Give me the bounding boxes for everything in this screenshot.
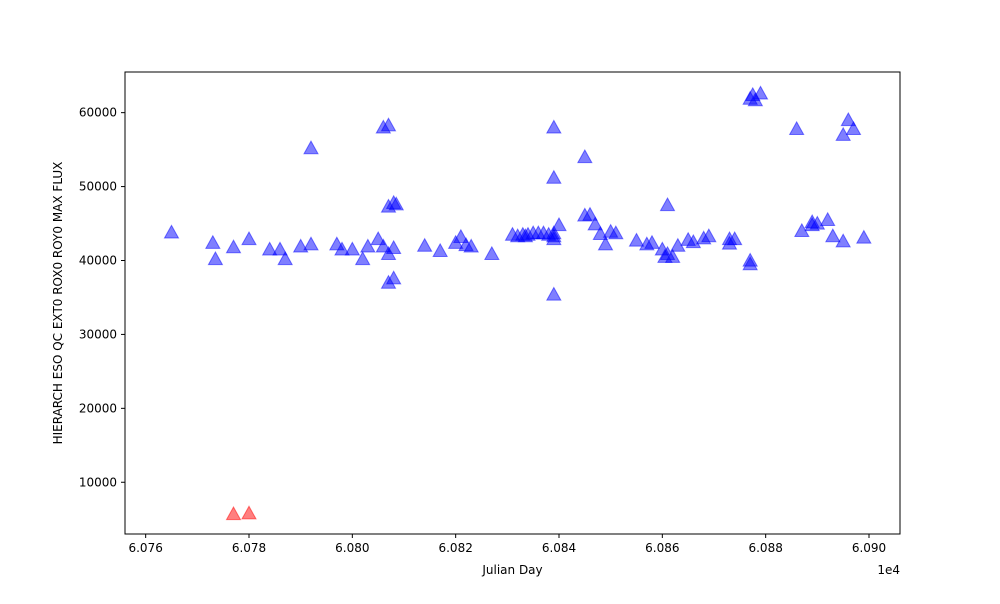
data-point-triangle xyxy=(303,140,319,155)
data-point-triangle xyxy=(752,85,769,100)
data-point-triangle xyxy=(545,286,562,301)
data-point-triangle xyxy=(225,239,242,254)
data-point-triangle xyxy=(576,148,593,164)
data-point-triangle xyxy=(272,241,288,256)
data-point-triangle xyxy=(388,196,405,211)
x-tick-label: 6.078 xyxy=(232,541,266,555)
axis-labels: Julian Day HIERARCH ESO QC EXT0 ROX0 ROY… xyxy=(51,162,900,577)
y-tick-label: 20000 xyxy=(79,401,117,415)
data-point-triangle xyxy=(607,225,624,240)
data-point-triangle xyxy=(303,236,319,251)
data-point-triangle xyxy=(582,206,598,221)
x-axis-offset-label: 1e4 xyxy=(877,563,900,577)
y-tick-label: 60000 xyxy=(79,106,117,120)
x-tick-label: 6.086 xyxy=(645,541,679,555)
data-point-triangle xyxy=(628,232,645,247)
data-point-triangle xyxy=(334,241,350,256)
data-point-triangle xyxy=(432,242,449,257)
y-tick-label: 40000 xyxy=(79,253,117,267)
data-point-triangle xyxy=(664,248,681,263)
data-point-triangle xyxy=(261,241,278,256)
data-point-triangle xyxy=(587,216,604,231)
data-point-triangle xyxy=(241,505,257,520)
data-point-triangle xyxy=(241,231,257,246)
data-point-triangle xyxy=(344,241,361,256)
x-tick-label: 6.088 xyxy=(748,541,782,555)
data-point-triangle xyxy=(835,233,852,248)
x-tick-label: 6.076 xyxy=(128,541,162,555)
data-point-triangle xyxy=(819,211,836,226)
data-point-triangle xyxy=(597,236,614,251)
data-point-triangle xyxy=(354,250,371,266)
data-point-triangle xyxy=(551,216,567,232)
data-point-triangle xyxy=(204,234,221,249)
data-point-triangle xyxy=(545,231,562,246)
y-tick-label: 10000 xyxy=(79,475,117,489)
data-point-triangle xyxy=(277,250,294,266)
y-tick-label: 50000 xyxy=(79,180,117,194)
data-point-triangle xyxy=(809,215,826,230)
x-axis-label: Julian Day xyxy=(481,563,542,577)
data-point-triangle xyxy=(463,238,480,253)
data-point-triangle xyxy=(659,197,676,212)
plot-frame xyxy=(124,71,901,535)
x-tick-label: 6.082 xyxy=(438,541,472,555)
data-point-triangle xyxy=(855,229,872,244)
data-point-triangle xyxy=(726,231,743,246)
data-point-triangle xyxy=(545,119,562,134)
data-point-triangle xyxy=(483,245,500,260)
data-point-triangle xyxy=(700,228,717,243)
data-point-triangle xyxy=(359,238,376,253)
y-axis-label: HIERARCH ESO QC EXT0 ROX0 ROY0 MAX FLUX xyxy=(51,162,65,445)
x-tick-label: 6.084 xyxy=(542,541,576,555)
axes: 6.076 6.078 6.080 6.082 6.084 6.086 6.088 6.090… xyxy=(79,106,886,555)
y-tick-label: 30000 xyxy=(79,327,117,341)
data-point-triangle xyxy=(824,228,841,243)
data-point-triangle xyxy=(452,228,469,243)
data-point-triangle xyxy=(788,120,805,136)
data-points xyxy=(163,85,872,521)
data-point-triangle xyxy=(163,224,180,239)
x-tick-label: 6.090 xyxy=(852,541,886,555)
data-point-triangle xyxy=(685,233,702,249)
data-point-triangle xyxy=(380,117,397,132)
data-point-triangle xyxy=(840,112,857,127)
data-point-triangle xyxy=(385,239,402,255)
data-point-triangle xyxy=(225,506,242,521)
data-point-triangle xyxy=(845,120,862,136)
data-point-triangle xyxy=(416,237,433,252)
data-point-triangle xyxy=(742,252,759,267)
data-point-triangle xyxy=(545,169,562,184)
data-point-triangle xyxy=(644,234,660,249)
data-point-triangle xyxy=(207,250,224,266)
data-point-triangle xyxy=(385,270,402,285)
x-tick-label: 6.080 xyxy=(335,541,369,555)
